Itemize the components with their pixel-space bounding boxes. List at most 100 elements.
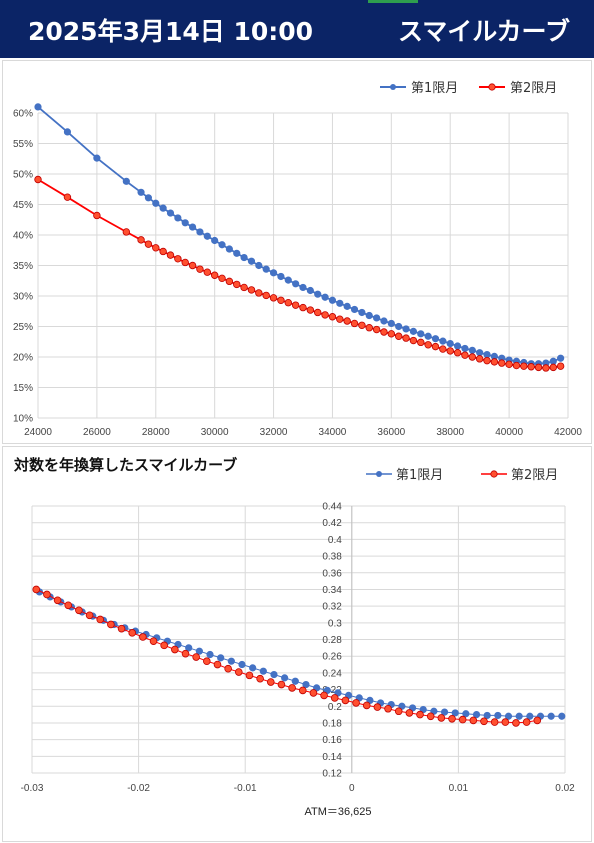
chart1-series-1-point bbox=[211, 236, 219, 245]
chart1-series-2-point bbox=[424, 341, 432, 349]
chart2-series-2-point bbox=[458, 715, 467, 724]
chart1-series-1-point bbox=[277, 272, 285, 281]
chart1-x-tick-label: 36000 bbox=[377, 427, 405, 438]
chart2-series-2-point bbox=[277, 680, 286, 689]
chart2-series-1-point bbox=[281, 674, 289, 682]
chart1-y-tick-label: 25% bbox=[13, 322, 33, 333]
chart2-series-1-point bbox=[185, 644, 193, 652]
chart1-series-1-point bbox=[395, 322, 403, 331]
chart1-series-1-point bbox=[262, 265, 270, 273]
chart2-series-2-point bbox=[160, 641, 168, 650]
chart1-series-1-point bbox=[233, 249, 241, 257]
atm-annotation: ATM＝36,625 bbox=[304, 806, 371, 818]
chart1-y-tick-label: 45% bbox=[13, 200, 33, 211]
chart1-series-2-point bbox=[475, 355, 484, 363]
chart2-series-1-point bbox=[462, 710, 470, 718]
chart1-series-2-point bbox=[409, 336, 418, 345]
chart2-series-1-point bbox=[515, 712, 523, 720]
chart2-series-1-point bbox=[526, 712, 534, 720]
chart1-series-1-point bbox=[409, 327, 418, 335]
chart2-series bbox=[32, 585, 566, 727]
chart2-y-tick-label: 0.32 bbox=[322, 602, 342, 613]
chart2-y-tick-label: 0.26 bbox=[322, 652, 342, 663]
chart1-series bbox=[34, 103, 565, 372]
chart1-series-1-point bbox=[166, 209, 175, 217]
chart2-series-1-point bbox=[195, 647, 203, 655]
chart1-series-2-point bbox=[218, 274, 226, 283]
chart2-series-2-point bbox=[192, 653, 200, 661]
legend2-series2-marker bbox=[490, 470, 498, 478]
chart2-series-2-point bbox=[171, 645, 179, 654]
chart1-series-2-point bbox=[225, 277, 234, 286]
chart1-series-2-point bbox=[365, 324, 373, 332]
chart2-x-tick-label: -0.02 bbox=[127, 783, 150, 794]
chart1-series-1-point bbox=[292, 280, 300, 288]
chart2-x-ticks: -0.03 -0.02 -0.01 0 0.01 0.02 bbox=[21, 783, 576, 794]
chart2-series-2-point bbox=[203, 657, 211, 665]
chart1-series-1-point bbox=[225, 245, 233, 253]
chart2-y-tick-label: 0.18 bbox=[322, 718, 342, 729]
chart2-series-2-point bbox=[426, 712, 435, 721]
chart1-series-1-point bbox=[34, 103, 42, 111]
chart2-series-2-point bbox=[394, 707, 403, 716]
chart2-series-2-point bbox=[522, 718, 531, 726]
chart2-series-2-point bbox=[235, 668, 243, 676]
chart1-y-tick-label: 60% bbox=[13, 109, 33, 120]
chart1-y-tick-label: 15% bbox=[13, 383, 33, 394]
chart2-series-1-point bbox=[451, 709, 459, 717]
banner-accent bbox=[368, 0, 418, 3]
chart1-series-2-point bbox=[483, 356, 491, 365]
chart1-series-1-point bbox=[152, 199, 160, 207]
chart2-title: 対数を年換算したスマイルカーブ bbox=[13, 456, 237, 474]
chart2-series-2-point bbox=[245, 671, 254, 680]
chart2-series-1-point bbox=[270, 670, 278, 679]
chart2-series-1-point bbox=[472, 710, 481, 719]
chart1-x-tick-label: 30000 bbox=[201, 427, 229, 438]
legend1-series1-marker bbox=[390, 84, 396, 90]
chart2-series-1-point bbox=[227, 657, 235, 665]
chart2-y-tick-label: 0.2 bbox=[328, 702, 342, 713]
chart1-series-1-point bbox=[174, 214, 182, 222]
chart2-series-2-point bbox=[533, 716, 542, 725]
chart1-series-2-point bbox=[269, 294, 278, 302]
chart1-series-2-point bbox=[137, 236, 145, 244]
chart2-series-1-point bbox=[483, 711, 491, 720]
chart1-series-1-point bbox=[424, 332, 432, 340]
chart1-series-1-point bbox=[299, 283, 307, 292]
chart1-series-2-point bbox=[453, 349, 462, 357]
chart2-x-tick-label: 0.01 bbox=[449, 783, 469, 794]
chart1-series-1-point bbox=[358, 308, 366, 317]
chart1-series-2-point bbox=[166, 251, 175, 259]
chart2-series-2-point bbox=[117, 624, 126, 633]
chart2-series-1-point bbox=[558, 712, 566, 720]
chart2-series-2-point bbox=[501, 718, 510, 726]
chart1-series-1-point bbox=[446, 339, 454, 348]
chart2-series-2-point bbox=[181, 649, 190, 658]
chart2-series-2-point bbox=[405, 709, 414, 717]
chart2-x-tick-label: 0.02 bbox=[555, 783, 575, 794]
smile-curve-chart: 10%15%20%25%30%35%40%45%50%55%60% 24000 2… bbox=[2, 60, 592, 444]
chart1-series-2-point bbox=[468, 353, 477, 361]
chart2-y-tick-label: 0.28 bbox=[322, 635, 342, 646]
chart2-series-2-point bbox=[266, 678, 275, 686]
chart2-series-2-point bbox=[64, 601, 73, 610]
chart2-series-1-point bbox=[249, 664, 257, 672]
chart2-series-2-point bbox=[448, 714, 456, 723]
chart2-y-ticks: 0.12 0.14 0.16 0.18 0.2 0.22 0.24 0.26 0.28 0.3 0.… bbox=[322, 502, 342, 780]
chart1-series-1-point bbox=[365, 311, 373, 320]
chart1-series-2-point bbox=[343, 317, 351, 325]
chart1-series-2-point bbox=[203, 268, 212, 276]
chart2-series-2-point bbox=[43, 590, 51, 599]
legend2-series1-marker bbox=[376, 471, 382, 477]
chart2-x-tick-label: -0.03 bbox=[21, 783, 44, 794]
chart2-x-tick-label: 0 bbox=[349, 783, 355, 794]
chart1-y-tick-label: 55% bbox=[13, 139, 33, 150]
legend1-series2-label: 第2限月 bbox=[510, 81, 557, 96]
chart2-series-2-point bbox=[437, 714, 446, 722]
chart1-series-2-point bbox=[321, 311, 329, 319]
chart2-grid bbox=[31, 505, 566, 774]
chart2-series-2-point bbox=[32, 585, 41, 594]
chart1-series-2-point bbox=[181, 258, 189, 267]
chart2-y-tick-label: 0.24 bbox=[322, 668, 342, 679]
chart1-y-ticks: 10% 15% 20% 25% 30% 35% 40% 45% 50% 55% 60% bbox=[13, 109, 33, 425]
